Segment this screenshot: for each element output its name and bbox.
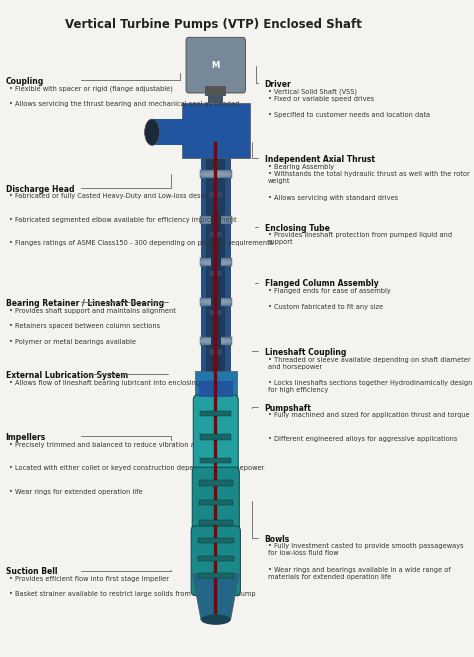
- Text: • Wear rings for extended operation life: • Wear rings for extended operation life: [9, 489, 143, 495]
- Ellipse shape: [200, 338, 232, 344]
- Text: • Flexible with spacer or rigid (flange adjustable): • Flexible with spacer or rigid (flange …: [9, 85, 173, 91]
- Text: • Basket strainer available to restrict large solids from entering the pump: • Basket strainer available to restrict …: [9, 591, 255, 597]
- Bar: [210, 193, 222, 198]
- Bar: [210, 212, 221, 532]
- Text: Impellers: Impellers: [6, 433, 46, 442]
- Bar: [210, 350, 222, 355]
- Text: • Bearing Assembly: • Bearing Assembly: [268, 164, 334, 170]
- Text: • Withstands the total hydraulic thrust as well with the rotor weight: • Withstands the total hydraulic thrust …: [268, 171, 470, 185]
- Bar: [199, 520, 233, 525]
- Text: • Flanges ratings of ASME Class150 - 300 depending on pressure requirements: • Flanges ratings of ASME Class150 - 300…: [9, 240, 273, 246]
- Bar: [210, 232, 222, 237]
- Text: • Locks lineshafts sections together Hydrodinamically design for high efficiency: • Locks lineshafts sections together Hyd…: [268, 380, 473, 393]
- Ellipse shape: [200, 217, 232, 223]
- Bar: [200, 411, 231, 416]
- Text: • Retainers spaced between column sections: • Retainers spaced between column sectio…: [9, 323, 160, 329]
- Text: • Flanged ends for ease of assembly: • Flanged ends for ease of assembly: [268, 288, 391, 294]
- Bar: [198, 556, 234, 560]
- Text: Pumpshaft: Pumpshaft: [264, 404, 311, 413]
- Text: • Different engineered alloys for aggressive applications: • Different engineered alloys for aggres…: [268, 436, 457, 442]
- Bar: [200, 170, 232, 178]
- Bar: [188, 41, 243, 90]
- Bar: [201, 155, 231, 532]
- Text: • Polymer or metal bearings available: • Polymer or metal bearings available: [9, 339, 136, 345]
- Bar: [200, 458, 231, 463]
- Text: • Precisely trimmed and balanced to reduce vibration and wear: • Precisely trimmed and balanced to redu…: [9, 442, 222, 447]
- Text: • Fully investment casted to provide smooth passageways for low-loss fluid flow: • Fully investment casted to provide smo…: [268, 543, 464, 556]
- Text: • Provides efficient flow into first stage impeller: • Provides efficient flow into first sta…: [9, 576, 169, 582]
- Bar: [210, 310, 222, 315]
- Polygon shape: [192, 574, 239, 620]
- Text: Lineshaft Coupling: Lineshaft Coupling: [264, 348, 346, 357]
- Text: Vertical Turbine Pumps (VTP) Enclosed Shaft: Vertical Turbine Pumps (VTP) Enclosed Sh…: [65, 18, 362, 31]
- Text: • Custom fabricated to fit any size: • Custom fabricated to fit any size: [268, 304, 383, 309]
- Text: Enclosing Tube: Enclosing Tube: [264, 224, 329, 233]
- Text: • Fully machined and sized for application thrust and torque: • Fully machined and sized for applicati…: [268, 412, 470, 419]
- Text: • Allows servicing the thrust bearing and mechanical seal as needed: • Allows servicing the thrust bearing an…: [9, 101, 239, 107]
- Text: • Wear rings and bearings available in a wide range of materials for extended op: • Wear rings and bearings available in a…: [268, 566, 451, 579]
- Bar: [200, 216, 232, 224]
- Text: • Located with either collet or keyed construction depending on horsepower: • Located with either collet or keyed co…: [9, 465, 264, 471]
- Text: • Threaded or sleeve available depending on shaft diameter and horsepower: • Threaded or sleeve available depending…: [268, 357, 471, 370]
- Bar: [194, 371, 237, 407]
- Ellipse shape: [200, 299, 232, 304]
- Bar: [205, 87, 227, 97]
- Text: • Provides lineshaft protection from pumped liquid and support: • Provides lineshaft protection from pum…: [268, 233, 452, 245]
- FancyBboxPatch shape: [192, 467, 239, 543]
- Bar: [198, 538, 234, 543]
- Bar: [199, 381, 233, 397]
- Text: Driver: Driver: [264, 80, 292, 89]
- Ellipse shape: [200, 260, 232, 265]
- Ellipse shape: [200, 171, 232, 177]
- Ellipse shape: [145, 119, 160, 145]
- Bar: [200, 337, 232, 345]
- Bar: [206, 155, 225, 532]
- Bar: [199, 480, 233, 486]
- Ellipse shape: [145, 119, 160, 145]
- Text: • Allows servicing with standard drives: • Allows servicing with standard drives: [268, 195, 398, 201]
- Bar: [199, 500, 233, 505]
- Bar: [200, 258, 232, 266]
- Bar: [200, 434, 231, 440]
- Text: Bearing Retainer / Lineshaft Bearing: Bearing Retainer / Lineshaft Bearing: [6, 299, 164, 308]
- Text: Bowls: Bowls: [264, 535, 290, 543]
- Text: Coupling: Coupling: [6, 77, 44, 85]
- Bar: [214, 142, 218, 616]
- Bar: [152, 119, 184, 145]
- FancyBboxPatch shape: [193, 396, 238, 484]
- Text: • Fabricated or fully Casted Heavy-Duty and Low-loss design: • Fabricated or fully Casted Heavy-Duty …: [9, 193, 211, 199]
- Text: Discharge Head: Discharge Head: [6, 185, 74, 194]
- Bar: [200, 298, 232, 306]
- Bar: [210, 271, 222, 276]
- Text: • Fabricated segmented elbow available for efficiency improvement: • Fabricated segmented elbow available f…: [9, 217, 237, 223]
- Text: Independent Axial Thrust: Independent Axial Thrust: [264, 155, 374, 164]
- Text: • Specified to customer needs and location data: • Specified to customer needs and locati…: [268, 112, 430, 118]
- Ellipse shape: [201, 614, 231, 625]
- Text: Suction Bell: Suction Bell: [6, 567, 57, 576]
- Text: • Fixed or variable speed drives: • Fixed or variable speed drives: [268, 97, 374, 102]
- Bar: [182, 102, 250, 158]
- Text: M: M: [211, 60, 220, 70]
- Bar: [198, 573, 234, 578]
- FancyBboxPatch shape: [191, 526, 240, 595]
- Bar: [208, 95, 223, 102]
- Text: External Lubrication System: External Lubrication System: [6, 371, 128, 380]
- Text: • Allows flow of lineshaft bearing lubricant into enclosing tube: • Allows flow of lineshaft bearing lubri…: [9, 380, 218, 386]
- FancyBboxPatch shape: [186, 37, 246, 93]
- Text: • Vertical Solid Shaft (VSS): • Vertical Solid Shaft (VSS): [268, 89, 357, 95]
- Text: Flanged Column Assembly: Flanged Column Assembly: [264, 279, 378, 288]
- Text: • Provides shaft support and maintains alignment: • Provides shaft support and maintains a…: [9, 307, 176, 313]
